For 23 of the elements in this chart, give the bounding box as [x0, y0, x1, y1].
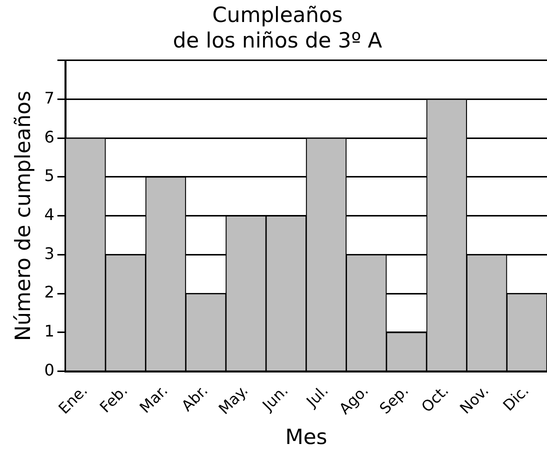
- y-tick-label: 6: [44, 127, 54, 146]
- x-tick-label: Jun.: [258, 382, 292, 415]
- x-tick-label: Mar.: [136, 382, 172, 417]
- x-tick-label: Jul.: [302, 382, 332, 412]
- x-tick-label: Dic.: [499, 382, 533, 415]
- y-tick-label: 0: [44, 360, 54, 380]
- y-tick-label: 1: [44, 322, 54, 341]
- y-tick-label: 7: [44, 88, 54, 108]
- text: de los niños de 3º A: [172, 28, 382, 52]
- x-tick-label: Ago.: [336, 382, 372, 418]
- x-tick-label: Abr.: [178, 382, 212, 415]
- x-tick-label: Feb.: [96, 382, 132, 416]
- y-tick-label: 3: [44, 244, 54, 263]
- x-tick-label: Oct.: [418, 382, 452, 416]
- text: Cumpleaños: [212, 3, 343, 28]
- y-tick-label: 4: [44, 205, 54, 224]
- y-tick-label: 2: [44, 282, 54, 302]
- x-tick-label: Nov.: [456, 382, 492, 418]
- x-tick-label: Sep.: [376, 382, 412, 418]
- x-axis-title: Mes: [285, 424, 328, 449]
- x-tick-label: Ene.: [54, 382, 92, 418]
- y-tick-label: 5: [44, 166, 54, 186]
- y-axis-title: Número de cumpleaños: [11, 90, 36, 342]
